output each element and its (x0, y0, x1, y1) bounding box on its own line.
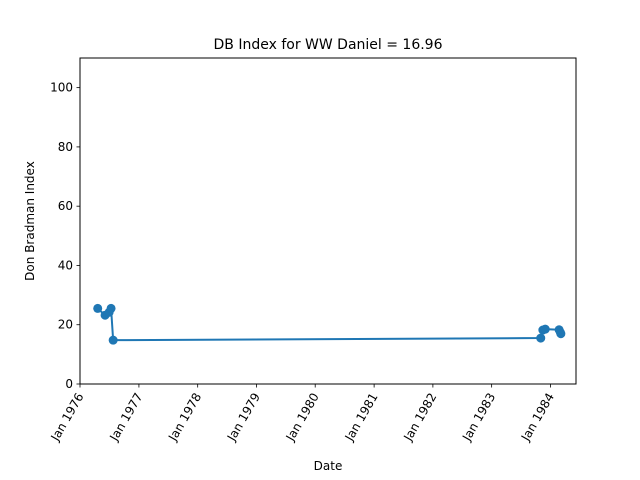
y-tick-label: 60 (58, 199, 73, 213)
x-axis: Jan 1976 Jan 1977 Jan 1978 Jan 1979 Jan 1980… (48, 384, 557, 444)
x-tick-label: Jan 1976 (48, 391, 87, 445)
x-tick-label: Jan 1984 (518, 391, 557, 445)
data-point (540, 324, 550, 334)
y-tick-label: 80 (58, 140, 73, 154)
plot-layer (93, 303, 566, 345)
chart-title: DB Index for WW Daniel = 16.96 (214, 37, 443, 53)
x-tick-label: Jan 1977 (106, 391, 145, 445)
series-line (97, 307, 562, 342)
y-axis: 0 20 40 60 80 100 (50, 81, 80, 391)
plot-frame (79, 57, 577, 385)
x-axis-label: Date (314, 459, 343, 473)
data-point (556, 329, 566, 339)
x-tick-label: Jan 1978 (165, 391, 204, 445)
x-tick-label: Jan 1983 (459, 391, 498, 445)
data-point (106, 303, 116, 313)
y-axis-label: Don Bradman Index (23, 161, 37, 281)
x-tick-label: Jan 1981 (342, 391, 381, 445)
y-tick-label: 20 (58, 318, 73, 332)
data-point (93, 303, 103, 313)
x-tick-label: Jan 1980 (283, 391, 322, 445)
y-tick-label: 100 (50, 81, 73, 95)
y-tick-label: 0 (65, 377, 73, 391)
x-tick-label: Jan 1982 (400, 391, 439, 445)
y-tick-label: 40 (58, 258, 73, 272)
data-point (536, 333, 546, 343)
x-tick-label: Jan 1979 (224, 391, 263, 445)
data-point (108, 335, 118, 345)
